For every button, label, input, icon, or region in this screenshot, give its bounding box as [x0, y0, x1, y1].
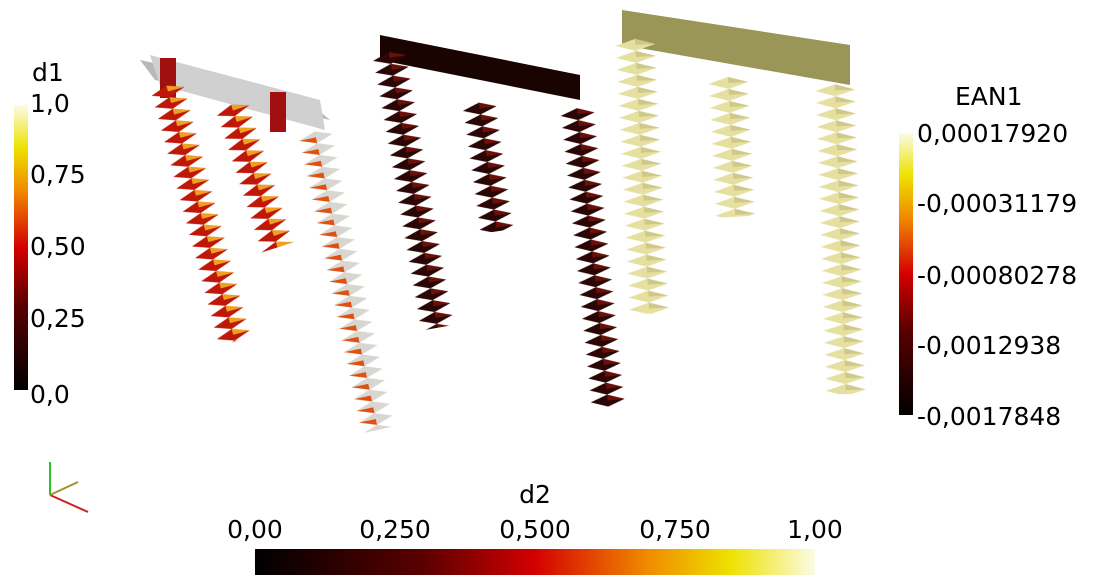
colorbar-d2: d2 0,00 0,250 0,500 0,750 1,00 — [227, 480, 843, 575]
colorbar-label: 0,75 — [30, 160, 86, 189]
colorbar-d1: d1 1,0 0,75 0,50 0,25 0,0 — [14, 58, 86, 409]
colorbar-title: d2 — [519, 480, 551, 509]
column — [372, 49, 455, 331]
column — [560, 106, 626, 409]
colorbar-title: d1 — [32, 58, 64, 87]
colorbar-label: 0,500 — [499, 515, 571, 544]
color-ramp — [899, 133, 913, 415]
beam-band — [270, 92, 286, 132]
color-ramp — [14, 105, 28, 390]
colorbar-label: 0,250 — [359, 515, 431, 544]
color-ramp — [255, 549, 815, 575]
colorbar-label: 0,0 — [30, 380, 70, 409]
colorbar-label: -0,0017848 — [917, 402, 1061, 431]
colorbar-label: 0,50 — [30, 232, 86, 261]
beam — [380, 35, 580, 100]
orientation-axes — [49, 462, 89, 513]
colorbar-label: 0,00 — [227, 515, 283, 544]
colorbar-label: 1,0 — [30, 89, 70, 118]
colorbar-label: 0,25 — [30, 304, 86, 333]
colorbar-ean1: EAN1 0,00017920 -0,00031179 -0,00080278 … — [899, 82, 1077, 431]
column — [298, 127, 395, 434]
colorbar-label: -0,00080278 — [917, 261, 1077, 290]
colorbar-label: 1,00 — [787, 515, 843, 544]
colorbar-label: -0,00031179 — [917, 189, 1077, 218]
frame-1 — [140, 55, 395, 434]
frame-2 — [372, 35, 626, 409]
colorbar-label: -0,0012938 — [917, 331, 1061, 360]
colorbar-title: EAN1 — [955, 82, 1023, 111]
column — [462, 100, 514, 234]
column — [615, 37, 670, 315]
column — [215, 99, 294, 253]
colorbar-label: 0,00017920 — [917, 119, 1068, 148]
colorbar-label: 0,750 — [639, 515, 711, 544]
column — [708, 75, 756, 218]
column — [150, 81, 252, 346]
beam — [622, 10, 850, 85]
frame-3 — [615, 10, 866, 395]
column — [815, 83, 866, 395]
